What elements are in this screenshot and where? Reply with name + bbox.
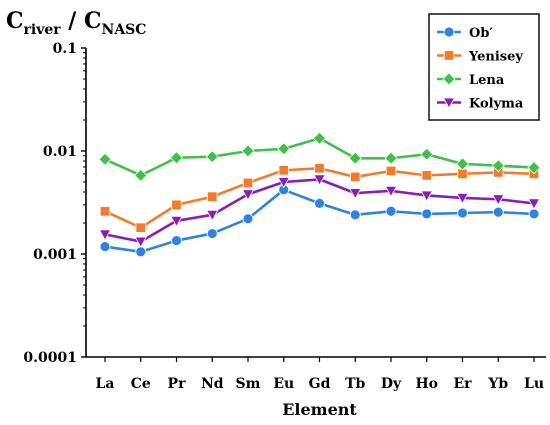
y-axis-title-sub-1: river [24, 22, 62, 38]
legend-label: Kolyma [469, 97, 524, 112]
data-point [135, 246, 147, 258]
series-layer [98, 131, 541, 258]
y-tick-label: 0.0001 [23, 350, 77, 366]
x-tick-label: Dy [381, 376, 402, 392]
y-tick-label: 0.01 [43, 144, 77, 160]
x-tick-label: Nd [201, 376, 224, 392]
y-axis-title: Criver / CNASC [6, 8, 146, 38]
data-point [134, 168, 148, 182]
data-point [205, 150, 219, 164]
data-point [457, 207, 468, 219]
data-point [314, 163, 325, 174]
x-tick-labels: La Ce Pr Nd Sm Eu Gd Tb Dy Ho Er Yb Lu [96, 376, 544, 392]
legend-marker [443, 26, 455, 38]
y-axis-title-main-2: C [84, 8, 102, 34]
data-point [456, 193, 469, 205]
legend-item-lena: Lena [437, 72, 505, 88]
data-point [242, 177, 254, 189]
data-point [170, 215, 183, 228]
data-point [420, 147, 434, 161]
data-point [135, 222, 146, 233]
series-lena [98, 131, 541, 182]
data-point [491, 159, 505, 173]
data-point [207, 191, 218, 202]
data-point [98, 229, 112, 241]
data-point [312, 131, 327, 145]
data-point [242, 213, 254, 225]
y-tick-label: 0.1 [53, 41, 77, 57]
legend-item-yenisey: Yenisey [437, 50, 523, 65]
data-point [241, 189, 255, 201]
x-tick-label: Er [453, 376, 472, 392]
y-tick-labels: 0.1 0.01 0.001 0.0001 [23, 41, 77, 366]
data-point [457, 168, 468, 180]
legend: Ob′ Yenisey Lena Kolyma [428, 13, 540, 121]
x-tick-label: Tb [345, 376, 365, 392]
data-point [527, 198, 541, 210]
data-point [420, 190, 433, 202]
y-tick-label: 0.001 [33, 247, 77, 263]
x-tick-label: Eu [273, 376, 294, 392]
series-kolyma [98, 174, 541, 248]
data-point [277, 177, 290, 189]
x-tick-label: Pr [168, 376, 187, 392]
data-point [171, 235, 182, 246]
legend-label: Ob′ [469, 26, 493, 41]
data-point [492, 194, 505, 206]
data-point [348, 151, 362, 165]
data-point [277, 142, 291, 156]
data-point [98, 152, 112, 166]
data-point [455, 157, 470, 171]
data-point [421, 208, 433, 220]
legend-item-kolyma: Kolyma [437, 97, 524, 112]
axes [81, 47, 546, 362]
legend-marker [442, 97, 456, 109]
data-point [241, 144, 255, 158]
data-point [349, 209, 361, 221]
x-tick-label: Gd [309, 376, 331, 392]
data-point [206, 209, 219, 222]
legend-marker [442, 72, 456, 86]
legend-label: Yenisey [468, 50, 523, 65]
data-point [528, 208, 540, 220]
x-tick-label: Yb [487, 376, 508, 392]
data-point [385, 205, 397, 217]
data-point [350, 171, 361, 183]
x-tick-label: Sm [236, 376, 261, 392]
data-point [278, 165, 289, 176]
series-ob [99, 184, 540, 258]
x-tick-label: La [96, 376, 115, 392]
x-tick-label: Ho [415, 376, 438, 392]
y-axis-title-sub-2: NASC [102, 22, 147, 38]
legend-marker [443, 50, 455, 61]
data-point [206, 228, 218, 239]
data-point [384, 185, 398, 198]
data-point [349, 188, 362, 200]
y-axis-title-main-1: C [6, 8, 24, 34]
x-tick-label: Ce [131, 376, 151, 392]
data-point [421, 170, 432, 181]
data-point [313, 174, 326, 186]
data-point [99, 241, 111, 252]
y-axis-title-separator: / [61, 8, 84, 34]
data-point [385, 165, 397, 177]
data-point [99, 206, 111, 217]
x-axis-title: Element [282, 400, 357, 419]
data-point [134, 236, 147, 248]
data-point [527, 161, 541, 175]
data-point [492, 206, 504, 218]
data-point [314, 197, 325, 209]
data-point [384, 151, 398, 165]
data-point [169, 151, 184, 165]
legend-item-ob: Ob′ [437, 26, 493, 41]
x-tick-label: Lu [524, 376, 544, 392]
data-point [171, 199, 182, 211]
legend-label: Lena [469, 73, 505, 88]
